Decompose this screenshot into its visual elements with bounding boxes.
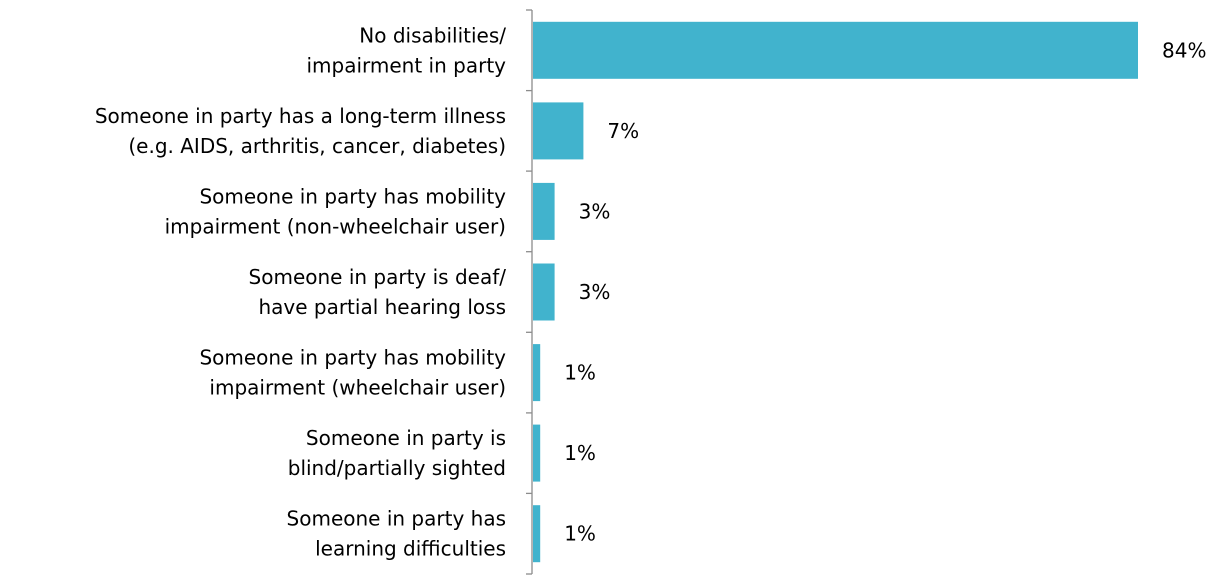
value-label: 1% bbox=[564, 361, 596, 385]
category-label-line: No disabilities/ bbox=[359, 23, 506, 47]
bar bbox=[533, 505, 541, 563]
category-axis bbox=[526, 9, 533, 575]
category-label-line: Someone in party has a long-term illness bbox=[95, 104, 506, 128]
category-label-line: Someone in party has mobility bbox=[199, 346, 506, 370]
category-label: Someone in party has learning difficultie… bbox=[287, 507, 506, 561]
category-labels: No disabilities/impairment in party Someo… bbox=[95, 23, 506, 560]
category-label-line: Someone in party is bbox=[306, 426, 506, 450]
bars bbox=[533, 21, 1138, 563]
value-label: 3% bbox=[579, 280, 611, 304]
category-label-line: impairment (wheelchair user) bbox=[209, 376, 506, 400]
category-label-line: (e.g. AIDS, arthritis, cancer, diabetes) bbox=[128, 134, 506, 158]
bar bbox=[533, 424, 541, 482]
bar bbox=[533, 263, 555, 321]
value-label: 84% bbox=[1162, 38, 1206, 62]
value-label: 7% bbox=[607, 119, 639, 143]
category-label-line: blind/partially sighted bbox=[288, 456, 506, 480]
category-label: Someone in party has mobility impairment … bbox=[199, 346, 506, 400]
value-label: 1% bbox=[564, 441, 596, 465]
category-label-line: Someone in party has mobility bbox=[199, 184, 506, 208]
value-labels: 84% 7% 3% 3% 1% 1% 1% bbox=[564, 38, 1206, 545]
category-label: Someone in party is blind/partially sight… bbox=[288, 426, 506, 480]
category-label-line: Someone in party has bbox=[287, 507, 506, 531]
bar bbox=[533, 102, 584, 160]
category-label-line: impairment (non-wheelchair user) bbox=[165, 214, 506, 238]
value-label: 3% bbox=[579, 199, 611, 223]
value-label: 1% bbox=[564, 522, 596, 546]
category-label: Someone in party has a long-term illness… bbox=[95, 104, 506, 158]
category-label: Someone in party has mobility impairment … bbox=[165, 184, 507, 238]
bar bbox=[533, 344, 541, 402]
bar bbox=[533, 21, 1138, 79]
category-label: No disabilities/impairment in party bbox=[306, 23, 506, 77]
category-label-line: have partial hearing loss bbox=[258, 295, 506, 319]
category-label-line: Someone in party is deaf/ bbox=[249, 265, 507, 289]
bar bbox=[533, 182, 555, 240]
category-label: Someone in party is deaf/have partial he… bbox=[249, 265, 507, 319]
category-label-line: impairment in party bbox=[306, 53, 506, 77]
category-label-line: learning difficulties bbox=[315, 537, 506, 561]
